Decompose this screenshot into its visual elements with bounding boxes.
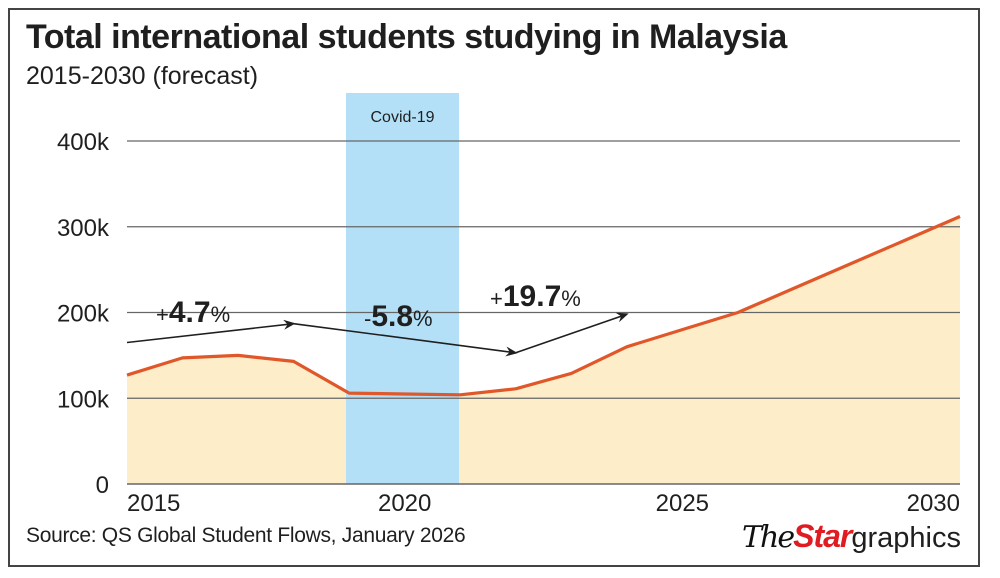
series-line: [126, 215, 961, 397]
y-tick-label-300k: 300k: [57, 215, 110, 242]
y-tick-label-100k: 100k: [57, 386, 110, 413]
logo-graphics: graphics: [851, 522, 961, 554]
source-note: Source: QS Global Student Flows, January…: [26, 524, 466, 547]
x-tick-label-2020: 2020: [378, 490, 431, 517]
change-label-sign: +: [156, 302, 169, 327]
change-label-1: +4.7%: [156, 296, 230, 329]
covid-band-label: Covid-19: [370, 109, 434, 126]
covid-band: [346, 93, 459, 484]
x-tick-label-2015: 2015: [127, 490, 180, 517]
logo-the: The: [742, 520, 795, 555]
star-graphics-logo: TheStargraphics: [742, 518, 961, 555]
chart-subtitle: 2015-2030 (forecast): [26, 62, 259, 90]
change-label-unit: %: [413, 306, 433, 331]
change-arrow-1: [126, 319, 296, 344]
area-fill: [127, 216, 960, 484]
change-arrow-3: [515, 312, 629, 354]
change-label-number: 5.8: [371, 300, 413, 333]
logo-star: Star: [793, 518, 852, 554]
y-tick-label-200k: 200k: [57, 301, 110, 328]
y-tick-label-400k: 400k: [57, 129, 110, 156]
chart-title: Total international students studying in…: [26, 18, 787, 56]
change-arrow-2: [293, 322, 518, 357]
change-label-sign: -: [364, 306, 371, 331]
change-label-unit: %: [561, 286, 581, 311]
change-label-2: -5.8%: [364, 300, 433, 333]
change-label-3: +19.7%: [490, 280, 581, 313]
x-tick-label-2030: 2030: [907, 490, 960, 517]
change-label-sign: +: [490, 286, 503, 311]
change-label-number: 4.7: [169, 296, 211, 329]
change-label-unit: %: [211, 302, 231, 327]
y-tick-label-0: 0: [96, 472, 109, 499]
x-tick-label-2025: 2025: [656, 490, 709, 517]
change-label-number: 19.7: [503, 280, 561, 313]
